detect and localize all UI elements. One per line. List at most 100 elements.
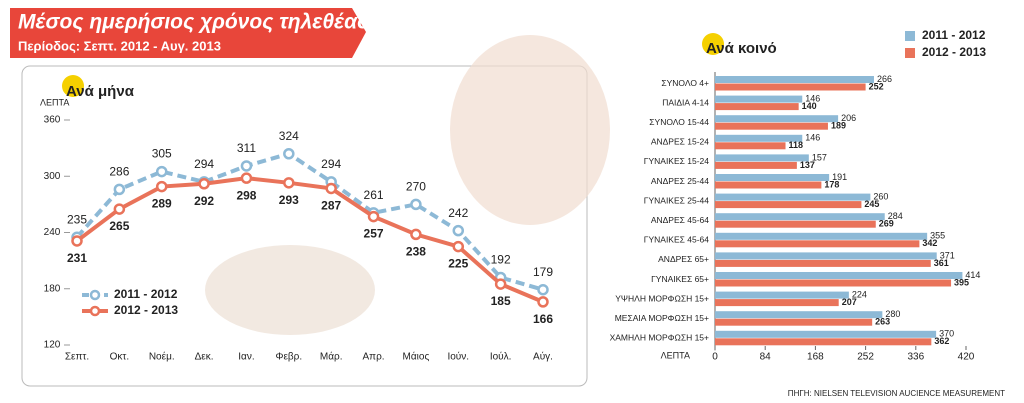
y-tick-label: ΣΥΝΟΛΟ 4+ — [661, 78, 709, 88]
legend-swatch — [905, 48, 915, 58]
data-label: 207 — [842, 297, 857, 307]
bar — [715, 240, 920, 248]
bar — [715, 83, 866, 91]
point — [367, 210, 380, 223]
title-dot — [702, 33, 724, 55]
data-label: 224 — [852, 289, 867, 299]
data-label: 238 — [406, 245, 426, 259]
x-tick-label: Ιαν. — [238, 352, 254, 363]
bar — [715, 134, 803, 142]
data-label: 245 — [864, 199, 879, 209]
y-tick-label: ΜΕΣΑΙΑ ΜΟΡΦΩΣΗ 15+ — [615, 313, 709, 323]
x-tick-label: Οκτ. — [110, 352, 130, 363]
point — [113, 203, 126, 215]
y-tick-label: ΠΑΙΔΙΑ 4-14 — [662, 97, 709, 107]
bar — [715, 311, 883, 319]
point — [283, 177, 295, 189]
point — [452, 224, 465, 237]
data-label: 280 — [885, 309, 900, 319]
x-tick-label: 420 — [958, 352, 975, 363]
y-tick-label: ΑΝΔΡΕΣ 25-44 — [651, 176, 709, 186]
bar — [715, 193, 871, 201]
data-label: 118 — [789, 140, 804, 150]
point — [240, 172, 253, 184]
data-label: 140 — [802, 101, 817, 111]
bar — [715, 291, 849, 299]
legend-swatch — [905, 31, 915, 41]
x-tick-label: 252 — [857, 352, 874, 363]
title-dot — [62, 75, 84, 97]
x-tick-label: 336 — [907, 352, 924, 363]
data-label: 235 — [67, 212, 87, 226]
data-label: 293 — [279, 193, 299, 207]
point — [71, 235, 83, 247]
point — [155, 165, 168, 178]
legend-label: 2012 - 2013 — [922, 45, 986, 59]
bar — [715, 201, 862, 209]
data-label: 146 — [805, 133, 820, 143]
legend-label: 2011 - 2012 — [114, 287, 178, 301]
data-label: 370 — [939, 329, 954, 339]
title-banner — [10, 8, 366, 58]
point — [410, 228, 422, 241]
y-tick-label: ΓΥΝΑΙΚΕΣ 65+ — [651, 274, 709, 284]
data-label: 192 — [491, 253, 511, 267]
bar — [715, 272, 963, 279]
data-label: 361 — [934, 258, 949, 268]
data-label: 191 — [832, 172, 847, 182]
data-label: 414 — [965, 270, 980, 280]
data-label: 157 — [812, 152, 827, 162]
source: ΠΗΓΗ: NIELSEN TELEVISION AUCIENCE MEASUR… — [788, 389, 1005, 398]
x-tick-label: Νοέμ. — [149, 351, 175, 363]
x-tick-label: 84 — [760, 352, 772, 363]
left-panel — [21, 65, 588, 387]
x-tick-label: Ιούλ. — [490, 351, 512, 363]
data-label: 342 — [922, 238, 937, 248]
point — [113, 183, 126, 196]
data-label: 324 — [279, 129, 299, 143]
photo-placeholder — [450, 35, 610, 225]
data-label: 355 — [930, 231, 945, 241]
data-label: 305 — [152, 147, 172, 161]
data-label: 252 — [869, 81, 884, 91]
data-label: 395 — [954, 277, 969, 287]
y-tick-label: ΑΝΔΡΕΣ 65+ — [658, 254, 709, 264]
bar — [715, 122, 828, 130]
bar — [715, 252, 937, 260]
y-tick-label: 300 — [44, 171, 61, 182]
data-label: 266 — [877, 74, 892, 84]
point — [452, 240, 465, 253]
bar — [715, 318, 873, 326]
y-tick-label: ΧΑΜΗΛΗ ΜΟΡΦΩΣΗ 15+ — [610, 333, 709, 343]
data-label: 263 — [875, 317, 890, 327]
data-label: 257 — [364, 227, 384, 241]
point — [537, 296, 549, 308]
data-label: 225 — [448, 257, 468, 271]
data-label: 178 — [824, 179, 839, 189]
data-label: 294 — [194, 157, 214, 171]
point — [240, 160, 253, 172]
line — [75, 151, 544, 292]
data-label: 286 — [109, 165, 129, 179]
x-tick-label: 168 — [807, 352, 824, 363]
point — [283, 148, 295, 160]
data-label: 311 — [237, 141, 256, 155]
data-label: 269 — [879, 219, 894, 229]
x-tick-label: Μάιος — [403, 351, 430, 363]
bar — [715, 154, 809, 162]
data-label: 292 — [194, 194, 214, 208]
x-axis-label: ΛΕΠΤΑ — [661, 350, 690, 360]
bar — [715, 115, 839, 123]
x-tick-label: Φεβρ. — [275, 352, 302, 363]
x-tick-label: Σεπτ. — [65, 352, 89, 363]
title: Μέσος ημερήσιος χρόνος τηλεθέασης — [18, 11, 396, 34]
point — [410, 198, 422, 211]
x-tick-label: Απρ. — [363, 352, 385, 363]
bar — [715, 103, 799, 111]
point — [537, 283, 549, 296]
y-tick-label: ΑΝΔΡΕΣ 15-24 — [651, 137, 709, 147]
data-label: 294 — [321, 157, 341, 171]
line — [75, 176, 544, 304]
data-label: 284 — [888, 211, 903, 221]
